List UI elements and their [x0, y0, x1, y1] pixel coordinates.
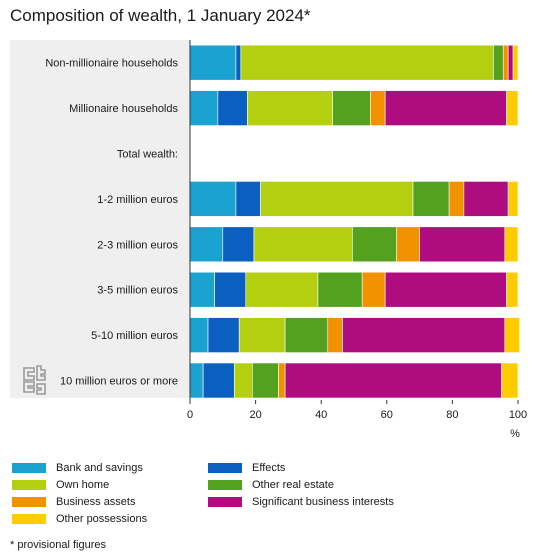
- legend-swatch: [208, 480, 242, 490]
- legend-label: Own home: [56, 479, 110, 491]
- legend-label: Significant business interests: [252, 496, 394, 508]
- x-axis-label: %: [510, 428, 520, 440]
- bar-segment: [501, 362, 519, 399]
- bar-segment: [217, 90, 248, 126]
- cbs-logo: [23, 365, 46, 395]
- bar-segment: [507, 44, 514, 81]
- legend-item-own-home: Own home: [12, 479, 109, 491]
- stacked-bar-chart: Non-millionaire households Millionaire ho…: [10, 40, 527, 440]
- bar-segment: [260, 181, 414, 217]
- legend-item-other-possessions: Other possessions: [12, 513, 147, 525]
- category-label: 10 million euros or more: [60, 376, 178, 388]
- bar-segment: [506, 90, 519, 126]
- chart-title: Composition of wealth, 1 January 2024*: [10, 6, 311, 25]
- category-label: 3-5 million euros: [97, 285, 178, 297]
- bar-segment: [504, 317, 520, 353]
- bar-segment: [214, 271, 247, 308]
- bar-segment: [189, 317, 209, 353]
- category-label: Non-millionaire households: [45, 58, 178, 70]
- bar-segment: [235, 181, 261, 217]
- bar-segment: [207, 317, 240, 353]
- category-label: 2-3 million euros: [97, 239, 178, 251]
- legend-item-effects: Effects: [208, 462, 285, 474]
- bar-segment: [463, 181, 509, 217]
- legend-label: Other possessions: [56, 513, 148, 525]
- legend-label: Business assets: [56, 496, 136, 508]
- legend-swatch: [208, 497, 242, 507]
- bar-segment: [235, 44, 242, 81]
- legend-item-other-real-estate: Other real estate: [208, 479, 334, 491]
- legend-swatch: [12, 497, 46, 507]
- legend: Bank and savings Effects Own home Other …: [12, 462, 552, 526]
- bar-segment: [506, 271, 519, 308]
- bar-segment: [384, 271, 507, 308]
- legend-swatch: [12, 463, 46, 473]
- x-tick-label: 80: [446, 409, 458, 421]
- bar-segment: [493, 44, 504, 81]
- legend-swatch: [12, 514, 46, 524]
- category-label: Total wealth:: [117, 149, 178, 161]
- bar-segment: [502, 44, 509, 81]
- legend-label: Other real estate: [252, 479, 334, 491]
- bar-segment: [189, 44, 237, 81]
- bar-segment: [512, 44, 519, 81]
- bars: [189, 44, 520, 399]
- bar-segment: [247, 90, 333, 126]
- x-tick-label: 60: [381, 409, 393, 421]
- bar-segment: [202, 362, 235, 399]
- bar-segment: [384, 90, 507, 126]
- bar-segment: [240, 44, 494, 81]
- bar-segment: [507, 181, 519, 217]
- x-tick-label: 40: [315, 409, 327, 421]
- bar-segment: [189, 226, 224, 263]
- footnote: * provisional figures: [10, 539, 106, 551]
- category-label: 5-10 million euros: [91, 330, 178, 342]
- x-tick-label: 20: [249, 409, 261, 421]
- legend-item-significant-business-interests: Significant business interests: [208, 496, 394, 508]
- bar-segment: [222, 226, 255, 263]
- legend-swatch: [12, 480, 46, 490]
- bar-segment: [189, 271, 215, 308]
- bar-segment: [189, 362, 204, 399]
- category-label: Millionaire households: [69, 103, 178, 115]
- bar-segment: [278, 362, 286, 399]
- x-axis-ticks: 0 20 40 60 80 100: [187, 400, 527, 421]
- bar-segment: [233, 362, 253, 399]
- bar-segment: [370, 90, 386, 126]
- bar-segment: [189, 181, 237, 217]
- legend-item-bank-and-savings: Bank and savings: [12, 462, 143, 474]
- legend-swatch: [208, 463, 242, 473]
- legend-label: Effects: [252, 462, 286, 474]
- bar-segment: [284, 317, 329, 353]
- bar-segment: [253, 226, 353, 263]
- x-tick-label: 0: [187, 409, 193, 421]
- category-label: 1-2 million euros: [97, 194, 178, 206]
- category-labels: Non-millionaire households Millionaire ho…: [45, 58, 178, 388]
- bar-segment: [352, 226, 397, 263]
- bar-segment: [238, 317, 286, 353]
- bar-segment: [332, 90, 371, 126]
- bar-segment: [419, 226, 506, 263]
- bar-segment: [327, 317, 343, 353]
- bar-segment: [189, 90, 219, 126]
- bar-segment: [317, 271, 363, 308]
- bar-segment: [361, 271, 386, 308]
- bar-segment: [284, 362, 502, 399]
- label-panel: [10, 40, 190, 398]
- bar-segment: [245, 271, 319, 308]
- bar-segment: [396, 226, 420, 263]
- x-tick-label: 100: [509, 409, 527, 421]
- bar-segment: [412, 181, 450, 217]
- bar-segment: [448, 181, 465, 217]
- bar-segment: [252, 362, 279, 399]
- bar-segment: [342, 317, 506, 353]
- bar-segment: [504, 226, 519, 263]
- legend-item-business-assets: Business assets: [12, 496, 135, 508]
- legend-label: Bank and savings: [56, 462, 143, 474]
